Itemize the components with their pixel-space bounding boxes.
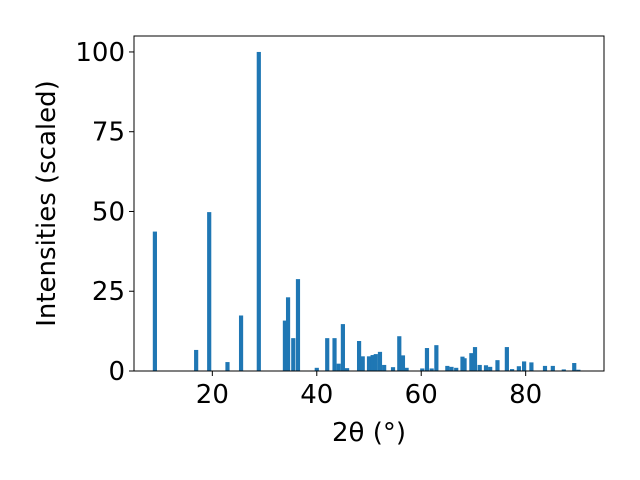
bar [366, 356, 372, 371]
bar [510, 369, 515, 371]
bar [238, 315, 244, 371]
bar [225, 362, 230, 371]
bar [522, 361, 527, 371]
x-axis-ticks: 20 40 60 80 [196, 371, 542, 410]
bar [445, 365, 450, 371]
bar [576, 369, 581, 371]
bar [483, 365, 489, 371]
y-tick-label: 100 [75, 38, 125, 68]
bar [332, 338, 337, 371]
x-tick-label: 60 [405, 380, 438, 410]
bar [207, 212, 212, 371]
bar [285, 297, 291, 371]
bar [561, 369, 566, 371]
bar [550, 365, 555, 371]
plot-frame [133, 35, 605, 372]
y-tick-label: 25 [92, 277, 125, 307]
x-axis-label: 2θ (°) [332, 418, 406, 448]
bar [542, 365, 548, 371]
bar [516, 366, 521, 371]
bar [400, 355, 406, 371]
bar [404, 367, 409, 371]
bar [373, 354, 378, 371]
bar [314, 367, 319, 371]
bar [472, 347, 478, 371]
bar [325, 338, 330, 371]
bar [477, 364, 482, 371]
bar [469, 353, 474, 371]
bar [454, 367, 459, 371]
bar [340, 324, 345, 371]
bar [282, 320, 288, 371]
bar [360, 356, 365, 371]
bar [382, 364, 387, 371]
bar [420, 368, 425, 371]
bar [529, 362, 534, 371]
bar [429, 368, 434, 371]
x-tick-label: 80 [509, 380, 542, 410]
bar [462, 358, 467, 371]
x-tick-label: 40 [300, 380, 333, 410]
bar [495, 360, 500, 371]
bar [370, 355, 375, 371]
bar [336, 363, 341, 371]
y-axis-ticks: 0 25 50 75 100 [75, 38, 134, 387]
bar [152, 231, 157, 371]
y-tick-label: 50 [92, 197, 125, 227]
bar [504, 347, 509, 371]
y-tick-label: 0 [108, 357, 125, 387]
bar [390, 367, 396, 371]
bar [397, 336, 402, 371]
bar [295, 279, 301, 371]
bar [291, 338, 296, 371]
bar [377, 351, 383, 371]
bar [488, 366, 493, 371]
bar [424, 348, 430, 371]
bar [572, 363, 577, 371]
bar [344, 368, 350, 371]
bar [256, 51, 261, 371]
y-tick-label: 75 [92, 118, 125, 148]
bar-series [152, 51, 581, 371]
bar [434, 345, 439, 371]
y-axis-label: Intensities (scaled) [32, 80, 62, 327]
bar [194, 349, 199, 371]
bar [449, 366, 454, 371]
bar [356, 341, 362, 371]
x-tick-label: 20 [196, 380, 229, 410]
